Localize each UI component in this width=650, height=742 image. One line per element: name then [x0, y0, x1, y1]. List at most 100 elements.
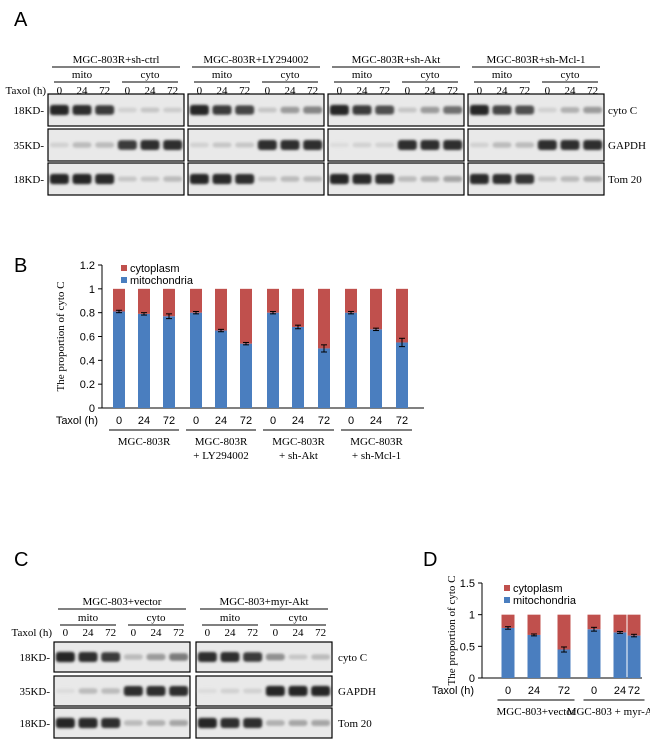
blot-band [78, 652, 98, 662]
timepoint-label: 0 [405, 85, 411, 97]
panel-letter-c: C [14, 549, 28, 571]
blot-band [163, 107, 183, 113]
blot-band [78, 717, 98, 729]
blot-band [197, 717, 217, 729]
timepoint-label: 0 [205, 627, 211, 639]
x-tick-label: 72 [318, 415, 330, 427]
blot-band [288, 685, 308, 697]
kd-marker: 35KD- [19, 686, 50, 698]
blot-group-label: MGC-803R+LY294002 [203, 54, 308, 66]
x-axis-label: Taxol (h) [56, 415, 98, 427]
blot-strip [327, 93, 465, 127]
blot-band [352, 105, 372, 115]
timepoint-label: 0 [265, 85, 271, 97]
band-label-2: Tom 20 [338, 718, 372, 730]
blot-band [72, 105, 92, 115]
legend-swatch-cytoplasm [504, 585, 510, 591]
panel-letter-a: A [14, 9, 28, 31]
timepoint-label: 24 [145, 85, 157, 97]
mito-label: mito [212, 69, 233, 81]
bar-cytoplasm [292, 288, 304, 327]
blot-band [560, 107, 580, 113]
timepoint-label: 0 [197, 85, 203, 97]
blot-band [303, 176, 323, 182]
blot-band [235, 174, 255, 184]
x-tick-label: 24 [614, 685, 626, 697]
bar-cytoplasm [267, 288, 279, 313]
blot-band [257, 140, 277, 150]
blot-band [123, 720, 143, 726]
x-tick-label: 0 [116, 415, 122, 427]
blot-band [243, 688, 263, 694]
y-tick-label: 1.2 [80, 260, 95, 272]
blot-group-label: MGC-803R+sh-Akt [352, 54, 441, 66]
band-label-0: cyto C [608, 105, 637, 117]
blot-band [146, 653, 166, 661]
blot-band [469, 104, 489, 116]
blot-band [515, 174, 535, 184]
timepoint-label: 0 [125, 85, 131, 97]
bar-cytoplasm [138, 288, 150, 314]
blot-band [189, 142, 209, 148]
blot-strip [187, 93, 325, 127]
timepoint-label: 24 [357, 85, 369, 97]
blot-strip [47, 162, 185, 196]
blot-band [101, 718, 121, 728]
timepoint-label: 24 [217, 85, 229, 97]
y-tick-label: 0.4 [80, 355, 95, 367]
bar-cytoplasm [527, 614, 541, 635]
blot-band [212, 142, 232, 148]
timepoint-label: 24 [151, 627, 163, 639]
blot-band [420, 176, 440, 182]
blot-band [189, 173, 209, 185]
legend-label-mitochondria: mitochondria [513, 595, 577, 607]
blot-band [265, 685, 285, 697]
kd-marker: 18KD- [13, 174, 44, 186]
blot-group-label: MGC-803R+sh-ctrl [73, 54, 160, 66]
blot-band [123, 686, 143, 696]
y-tick-label: 0.8 [80, 308, 95, 320]
y-tick-label: 0 [89, 403, 95, 415]
blot-band [443, 175, 463, 183]
legend-label-cytoplasm: cytoplasm [513, 583, 563, 595]
y-tick-label: 1.5 [460, 578, 475, 590]
blot-band [329, 142, 349, 148]
bar-cytoplasm [318, 288, 330, 349]
bar-cytoplasm [627, 614, 641, 636]
x-tick-label: 24 [528, 685, 540, 697]
blot-band [49, 173, 69, 185]
legend-label-cytoplasm: cytoplasm [130, 263, 180, 275]
cyto-label: cyto [147, 612, 166, 624]
blot-strip [327, 128, 465, 162]
chart-panel-b: 0 0.2 0.4 0.6 0.8 1 1.2 The proportion of cyto … [55, 260, 424, 462]
x-group-label-line: MGC-803R [272, 436, 325, 448]
bar-cytoplasm [370, 288, 382, 330]
timepoint-label: 24 [285, 85, 297, 97]
blot-band [492, 105, 512, 115]
x-group-label-line: MGC-803R [118, 436, 171, 448]
timepoint-label: 72 [519, 85, 530, 97]
blot-group-label: MGC-803+myr-Akt [219, 596, 308, 608]
blot-band [537, 176, 557, 182]
cyto-label: cyto [421, 69, 440, 81]
blot-band [280, 176, 300, 182]
kd-marker: 18KD- [19, 652, 50, 664]
blot-band [583, 140, 603, 150]
blot-band [288, 719, 308, 727]
blot-band [117, 107, 137, 113]
blot-band [288, 654, 308, 660]
kd-marker: 18KD- [19, 718, 50, 730]
blot-band [243, 718, 263, 728]
bar-cytoplasm [587, 614, 601, 630]
bar-mitochondria [370, 329, 382, 408]
mito-label: mito [220, 612, 241, 624]
blot-band [146, 720, 166, 726]
y-tick-label: 0.6 [80, 332, 95, 344]
x-group-label-line: + LY294002 [193, 450, 249, 462]
bar-mitochondria [345, 312, 357, 408]
y-tick-label: 0.2 [80, 379, 95, 391]
blot-band [560, 176, 580, 182]
kd-marker: 18KD- [13, 105, 44, 117]
cyto-label: cyto [561, 69, 580, 81]
